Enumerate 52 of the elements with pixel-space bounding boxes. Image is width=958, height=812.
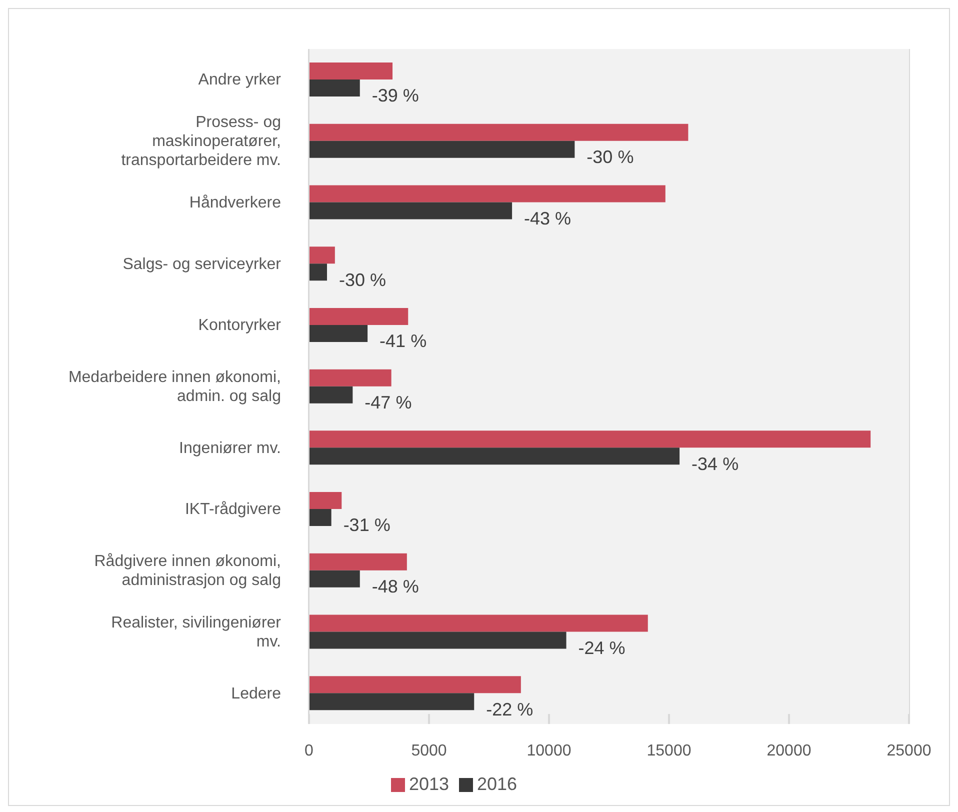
bar xyxy=(309,202,512,220)
y-tick-label: Ingeniører mv. xyxy=(179,439,281,456)
y-tick-label: Andre yrker xyxy=(198,71,282,88)
bar xyxy=(309,264,327,281)
y-tick-label: Rådgivere innen økonomi, administrasjon og salg xyxy=(94,552,281,589)
bar xyxy=(309,614,648,632)
bar xyxy=(309,693,474,710)
bar xyxy=(309,140,575,158)
y-tick-label: Kontoryrker xyxy=(198,316,282,334)
legend-label: 2016 xyxy=(477,774,518,794)
x-tick-label: 20000 xyxy=(766,742,812,760)
annotation: -47 % xyxy=(364,392,412,412)
y-tick-label: Medarbeidere innen økonomi, admin. og salg xyxy=(68,368,281,404)
bar xyxy=(309,509,332,526)
annotation: -34 % xyxy=(692,454,739,474)
annotation: -31 % xyxy=(343,515,390,536)
bar xyxy=(309,324,368,342)
x-tick-label: 25000 xyxy=(886,742,932,760)
x-tick-label: 5000 xyxy=(411,742,447,760)
annotation: -24 % xyxy=(578,638,626,658)
annotation: -48 % xyxy=(372,576,419,597)
bar xyxy=(309,80,360,96)
bar xyxy=(309,676,521,694)
bar xyxy=(309,492,342,510)
y-tick-label: Prosess- og maskinoperatører, transportarbeidere mv. xyxy=(121,114,281,169)
annotation: -22 % xyxy=(486,699,534,720)
bar xyxy=(309,369,392,386)
bar xyxy=(309,553,407,570)
bar xyxy=(309,308,408,325)
bar xyxy=(309,124,688,141)
y-tick-label: Salgs- og serviceyrker xyxy=(122,255,282,272)
bar xyxy=(309,62,393,80)
legend-label: 2013 xyxy=(408,774,449,794)
bar xyxy=(309,185,666,202)
bar xyxy=(309,570,360,588)
annotation: -30 % xyxy=(339,270,386,290)
y-tick-label: Håndverkere xyxy=(189,194,282,211)
y-tick-label: Ledere xyxy=(231,684,282,702)
annotation: -39 % xyxy=(372,86,419,106)
bar xyxy=(309,386,353,404)
bar xyxy=(309,246,335,264)
bar xyxy=(309,632,566,649)
annotation: -43 % xyxy=(524,208,572,228)
x-tick-label: 10000 xyxy=(526,742,572,760)
y-tick-label: IKT-rådgivere xyxy=(184,500,282,518)
annotation: -30 % xyxy=(586,147,634,168)
bar xyxy=(309,448,680,465)
y-tick-label: Realister, sivilingeniører mv. xyxy=(111,614,282,650)
bar xyxy=(309,430,871,448)
x-tick-label: 0 xyxy=(304,742,314,760)
annotation: -41 % xyxy=(380,331,427,352)
x-tick-label: 15000 xyxy=(646,742,692,760)
